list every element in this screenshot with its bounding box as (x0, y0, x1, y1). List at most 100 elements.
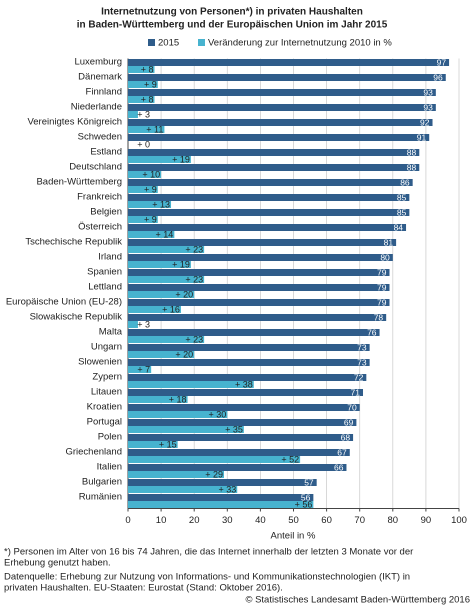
bar (128, 366, 152, 373)
y-tick-label: Niederlande (71, 102, 122, 113)
value-label: 79 (377, 282, 387, 292)
value-label: 97 (437, 57, 447, 67)
bar (128, 74, 446, 81)
x-tick-label: 60 (321, 515, 332, 526)
value-label: + 19 (172, 154, 190, 164)
y-tick-label: Italien (97, 462, 122, 473)
y-tick-label: Zypern (92, 372, 122, 383)
y-tick-label: Polen (98, 432, 122, 443)
value-label: 88 (407, 162, 417, 172)
chart-title: in Baden-Württemberg und der Europäische… (77, 20, 388, 31)
bar (128, 239, 397, 246)
y-tick-label: Griechenland (65, 447, 122, 458)
y-tick-label: Rumänien (79, 492, 122, 503)
bar (128, 291, 195, 298)
value-label: + 8 (141, 64, 154, 74)
bar (128, 351, 195, 358)
bar (128, 104, 436, 111)
bar (128, 374, 367, 381)
x-tick-label: 40 (255, 515, 266, 526)
legend-label: 2015 (158, 38, 179, 49)
y-tick-label: Europäische Union (EU-28) (6, 297, 122, 308)
y-tick-label: Estland (90, 147, 122, 158)
bar (128, 411, 228, 418)
value-label: + 23 (185, 244, 203, 254)
value-label: + 0 (137, 139, 150, 149)
value-label: + 13 (152, 199, 170, 209)
y-tick-label: Luxemburg (74, 57, 122, 68)
bar (128, 329, 380, 336)
y-tick-label: Kroatien (87, 402, 122, 413)
bar (128, 314, 387, 321)
value-label: + 38 (235, 379, 253, 389)
bar (128, 306, 181, 313)
bar (128, 404, 360, 411)
bar (128, 419, 357, 426)
footnote: *) Personen im Alter von 16 bis 74 Jahre… (4, 547, 413, 558)
value-label: 88 (407, 147, 417, 157)
value-label: 84 (394, 222, 404, 232)
bar (128, 456, 301, 463)
value-label: 72 (354, 372, 364, 382)
source: © Statistisches Landesamt Baden-Württemb… (245, 595, 470, 606)
value-label: + 56 (295, 499, 313, 509)
bar (128, 344, 370, 351)
value-label: 86 (400, 177, 410, 187)
bar (128, 299, 390, 306)
value-label: 93 (423, 87, 433, 97)
bar (128, 81, 158, 88)
value-label: 93 (423, 102, 433, 112)
bar (128, 464, 347, 471)
y-tick-label: Slowakische Republik (30, 312, 123, 323)
value-label: + 23 (185, 334, 203, 344)
value-label: + 52 (281, 454, 299, 464)
bar (128, 126, 165, 133)
value-label: 68 (341, 432, 351, 442)
value-label: + 18 (169, 394, 187, 404)
bar (128, 276, 205, 283)
y-tick-label: Deutschland (69, 162, 122, 173)
bar (128, 156, 191, 163)
value-label: + 29 (205, 469, 223, 479)
y-tick-label: Dänemark (78, 72, 122, 83)
y-tick-label: Baden-Württemberg (36, 177, 122, 188)
x-tick-label: 20 (189, 515, 200, 526)
y-tick-label: Tschechische Republik (25, 237, 122, 248)
bar (128, 501, 314, 508)
value-label: 67 (337, 447, 347, 457)
footnote: privaten Haushalten. EU-Staaten: Eurosta… (4, 583, 283, 594)
value-label: 57 (304, 477, 314, 487)
value-label: + 3 (137, 319, 150, 329)
bar (128, 269, 390, 276)
bar (128, 336, 205, 343)
value-label: + 14 (156, 229, 174, 239)
value-label: + 7 (137, 364, 150, 374)
value-label: + 15 (159, 439, 177, 449)
value-label: + 8 (141, 94, 154, 104)
y-tick-label: Malta (99, 327, 123, 338)
bar (128, 284, 390, 291)
value-label: + 20 (175, 289, 193, 299)
bar (128, 216, 158, 223)
legend-swatch (148, 39, 155, 46)
y-tick-label: Portugal (87, 417, 122, 428)
value-label: 73 (357, 357, 367, 367)
value-label: + 19 (172, 259, 190, 269)
y-tick-label: Irland (98, 252, 122, 263)
value-label: + 30 (209, 409, 227, 419)
x-tick-label: 30 (222, 515, 233, 526)
value-label: 76 (367, 327, 377, 337)
value-label: 96 (433, 72, 443, 82)
bar (128, 179, 413, 186)
x-tick-label: 100 (451, 515, 467, 526)
value-label: + 3 (137, 109, 150, 119)
value-label: + 35 (225, 424, 243, 434)
value-label: + 16 (162, 304, 180, 314)
y-tick-label: Slowenien (78, 357, 122, 368)
bar (128, 479, 317, 486)
bar (128, 164, 420, 171)
value-label: + 11 (146, 124, 163, 134)
bar (128, 224, 407, 231)
bar (128, 186, 158, 193)
bar (128, 389, 364, 396)
